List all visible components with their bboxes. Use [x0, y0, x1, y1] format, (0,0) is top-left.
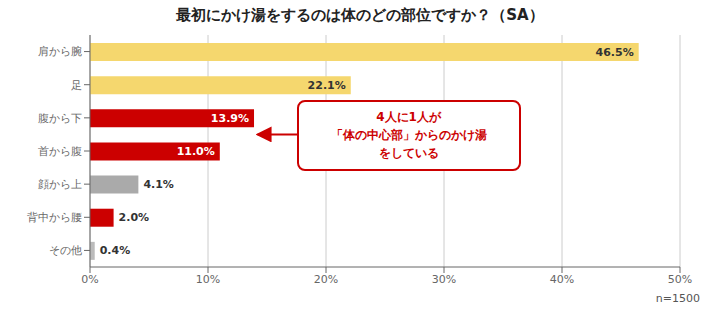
svg-text:首から腹: 首から腹	[38, 145, 82, 158]
html-text:n=1500: n=1500	[655, 292, 700, 305]
svg-text:46.5%: 46.5%	[596, 46, 634, 59]
svg-text:50%: 50%	[668, 273, 692, 286]
svg-text:4.1%: 4.1%	[143, 178, 174, 191]
svg-text:13.9%: 13.9%	[211, 112, 249, 125]
svg-text:肩から腕: 肩から腕	[38, 45, 82, 58]
html-text:4人に1人が 「体の中心部」からのかけ湯 をしている: 4人に1人が 「体の中心部」からのかけ湯 をしている	[330, 110, 487, 161]
svg-text:40%: 40%	[550, 273, 574, 286]
svg-text:20%: 20%	[314, 273, 338, 286]
svg-text:背中から腰: 背中から腰	[27, 211, 82, 224]
svg-text:22.1%: 22.1%	[308, 79, 346, 92]
svg-text:0.4%: 0.4%	[100, 244, 131, 257]
svg-text:腹から下: 腹から下	[38, 112, 82, 125]
html-text:最初にかけ湯をするのは体のどの部位ですか？（SA）: 最初にかけ湯をするのは体のどの部位ですか？（SA）	[176, 6, 544, 24]
svg-text:その他: その他	[49, 244, 82, 257]
svg-text:11.0%: 11.0%	[177, 145, 215, 158]
svg-text:足: 足	[71, 79, 82, 92]
svg-text:顔から上: 顔から上	[38, 178, 82, 191]
svg-text:30%: 30%	[432, 273, 456, 286]
svg-text:0%: 0%	[81, 273, 98, 286]
svg-text:2.0%: 2.0%	[119, 211, 150, 224]
svg-text:10%: 10%	[196, 273, 220, 286]
